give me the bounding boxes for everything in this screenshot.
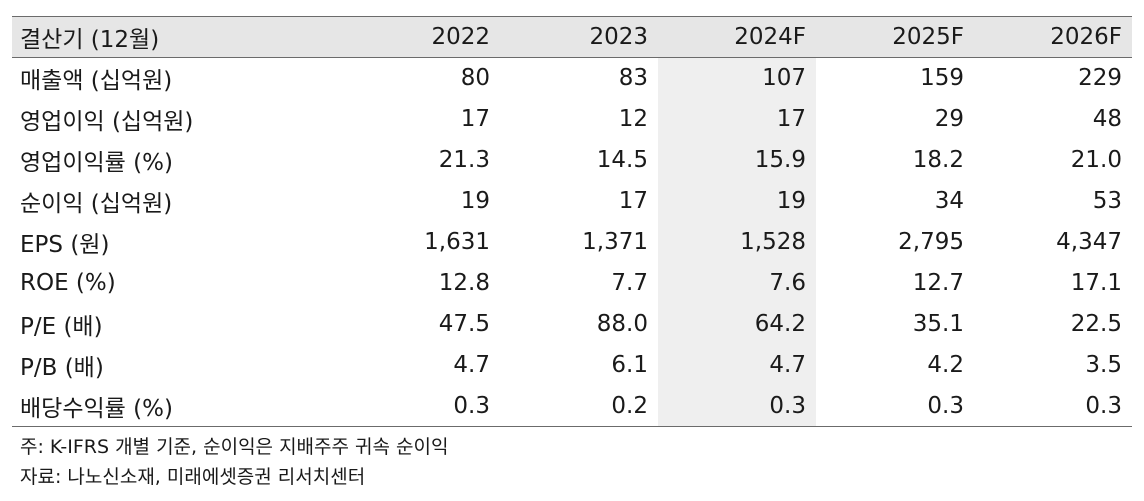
- footnote: 주: K-IFRS 개별 기준, 순이익은 지배주주 귀속 순이익: [20, 436, 449, 458]
- financial-summary-table-wrapper: 결산기 (12월) 2022 2023 2024F 2025F 2026F 매출…: [12, 16, 1132, 427]
- row-label: P/B (배): [20, 355, 104, 381]
- cell-value: 17: [618, 188, 648, 214]
- table-row: 영업이익 (십억원) 17 12 17 29 48: [12, 98, 1132, 140]
- row-label: 영업이익률 (%): [20, 150, 173, 176]
- cell-value: 21.0: [1070, 147, 1122, 173]
- cell-value: 14.5: [596, 147, 648, 173]
- table-header-row: 결산기 (12월) 2022 2023 2024F 2025F 2026F: [12, 16, 1132, 58]
- cell-value: 3.5: [1085, 352, 1122, 378]
- cell-value: 0.3: [1085, 392, 1122, 419]
- cell-value: 80: [460, 65, 490, 92]
- cell-value: 48: [1092, 106, 1122, 132]
- table-notes: 주: K-IFRS 개별 기준, 순이익은 지배주주 귀속 순이익 자료: 나노…: [20, 432, 448, 492]
- source-note: 자료: 나노신소재, 미래에셋증권 리서치센터: [20, 466, 366, 488]
- table-row: 배당수익률 (%) 0.3 0.2 0.3 0.3 0.3: [12, 385, 1132, 427]
- cell-value: 4.7: [658, 344, 816, 386]
- table-row: 매출액 (십억원) 80 83 107 159 229: [12, 57, 1132, 99]
- cell-value: 64.2: [658, 303, 816, 345]
- row-label: 순이익 (십억원): [20, 191, 173, 217]
- row-label: EPS (원): [20, 232, 110, 258]
- cell-value: 18.2: [912, 147, 964, 173]
- cell-value: 1,631: [424, 229, 490, 255]
- table-row: EPS (원) 1,631 1,371 1,528 2,795 4,347: [12, 221, 1132, 263]
- cell-value: 6.1: [611, 352, 648, 378]
- cell-value: 17: [460, 106, 490, 132]
- cell-value: 0.3: [927, 392, 964, 419]
- table-row: ROE (%) 12.8 7.7 7.6 12.7 17.1: [12, 262, 1132, 304]
- cell-value: 34: [934, 188, 964, 214]
- cell-value: 4,347: [1056, 229, 1122, 255]
- cell-value: 22.5: [1070, 311, 1122, 337]
- row-label: P/E (배): [20, 314, 103, 340]
- row-label: 매출액 (십억원): [20, 68, 173, 95]
- cell-value: 12.7: [912, 270, 964, 296]
- cell-value: 47.5: [438, 311, 490, 337]
- header-year-2024f: 2024F: [658, 16, 816, 58]
- header-year-2026f: 2026F: [1050, 24, 1122, 50]
- cell-value: 4.2: [927, 352, 964, 378]
- row-label: ROE (%): [20, 270, 116, 296]
- cell-value: 4.7: [453, 352, 490, 378]
- cell-value: 0.3: [453, 392, 490, 419]
- cell-value: 7.6: [658, 262, 816, 304]
- row-label: 배당수익률 (%): [20, 395, 173, 422]
- cell-value: 17: [658, 98, 816, 140]
- header-year-2025f: 2025F: [892, 24, 964, 50]
- row-label: 영업이익 (십억원): [20, 109, 194, 135]
- cell-value: 2,795: [898, 229, 964, 255]
- cell-value: 107: [658, 57, 816, 99]
- cell-value: 0.2: [611, 392, 648, 419]
- financial-summary-table: 결산기 (12월) 2022 2023 2024F 2025F 2026F 매출…: [12, 16, 1132, 427]
- cell-value: 17.1: [1070, 270, 1122, 296]
- cell-value: 1,528: [658, 221, 816, 263]
- cell-value: 1,371: [582, 229, 648, 255]
- cell-value: 88.0: [596, 311, 648, 337]
- cell-value: 159: [920, 65, 964, 92]
- cell-value: 7.7: [611, 270, 648, 296]
- cell-value: 12: [618, 106, 648, 132]
- cell-value: 21.3: [438, 147, 490, 173]
- cell-value: 0.3: [658, 385, 816, 427]
- table-row: 순이익 (십억원) 19 17 19 34 53: [12, 180, 1132, 222]
- cell-value: 53: [1092, 188, 1122, 214]
- cell-value: 229: [1078, 65, 1122, 92]
- cell-value: 19: [460, 188, 490, 214]
- header-year-2023: 2023: [589, 24, 648, 50]
- cell-value: 35.1: [912, 311, 964, 337]
- table-row: P/B (배) 4.7 6.1 4.7 4.2 3.5: [12, 344, 1132, 386]
- cell-value: 83: [618, 65, 648, 92]
- cell-value: 15.9: [658, 139, 816, 181]
- table-row: P/E (배) 47.5 88.0 64.2 35.1 22.5: [12, 303, 1132, 345]
- header-year-2022: 2022: [431, 24, 490, 50]
- header-fiscal-period: 결산기 (12월): [20, 27, 160, 53]
- cell-value: 12.8: [438, 270, 490, 296]
- table-row: 영업이익률 (%) 21.3 14.5 15.9 18.2 21.0: [12, 139, 1132, 181]
- cell-value: 29: [934, 106, 964, 132]
- cell-value: 19: [658, 180, 816, 222]
